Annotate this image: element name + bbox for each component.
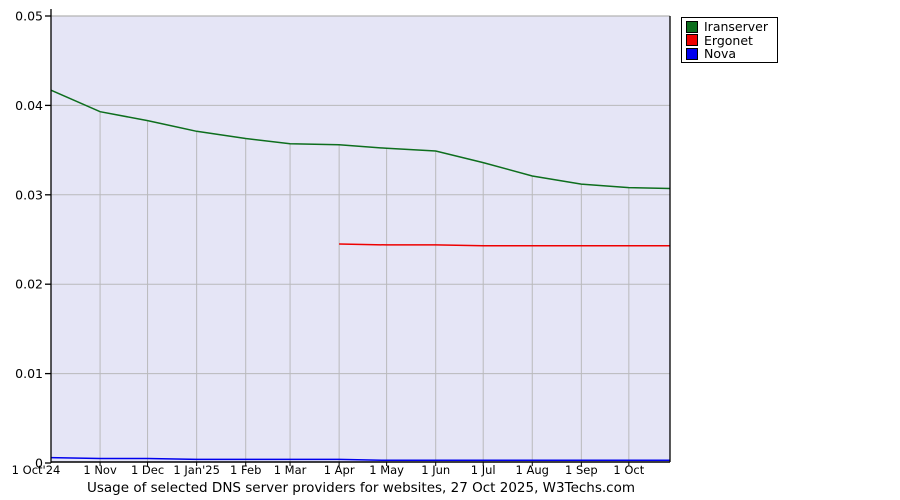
legend-swatch-nova-icon	[686, 47, 698, 60]
x-tick-label: 1 Jan'25	[173, 463, 220, 477]
legend-item-nova: Nova	[686, 47, 773, 61]
series-line-nova	[50, 456, 670, 462]
legend-swatch-iranserver-icon	[686, 20, 698, 33]
legend-label-iranserver: Iranserver	[704, 19, 768, 35]
y-tick-label: 0.04	[15, 98, 43, 113]
plot-background	[51, 16, 670, 462]
legend-item-ergonet: Ergonet	[686, 34, 773, 48]
x-tick-label: 1 Oct	[613, 463, 644, 477]
series-line-iranserver	[50, 89, 671, 190]
y-tick-label: 0	[35, 456, 43, 471]
y-tick-label: 0.03	[15, 187, 43, 202]
series-line-ergonet	[339, 243, 670, 247]
legend: Iranserver Ergonet Nova	[681, 17, 778, 63]
y-tick-label: 0.01	[15, 366, 43, 381]
x-tick-label: 1 Nov	[83, 463, 117, 477]
legend-label-nova: Nova	[704, 46, 737, 62]
x-tick-label: 1 Mar	[274, 463, 307, 477]
x-tick-label: 1 Sep	[565, 463, 598, 477]
x-tick-label: 1 Jul	[471, 463, 496, 477]
x-tick-label: 1 Aug	[516, 463, 549, 477]
legend-item-iranserver: Iranserver	[686, 20, 773, 34]
legend-swatch-ergonet-icon	[686, 34, 698, 47]
y-tick-label: 0.02	[15, 277, 43, 292]
chart-caption: Usage of selected DNS server providers f…	[86, 480, 636, 496]
x-tick-label: 1 Dec	[131, 463, 164, 477]
y-tick-label: 0.05	[15, 9, 43, 24]
x-tick-label: 1 Jun	[421, 463, 450, 477]
x-tick-label: 1 Apr	[324, 463, 355, 477]
x-tick-label: 1 May	[369, 463, 404, 477]
legend-label-ergonet: Ergonet	[704, 32, 753, 48]
x-tick-label: 1 Oct'24	[12, 463, 61, 477]
x-tick-label: 1 Feb	[230, 463, 261, 477]
